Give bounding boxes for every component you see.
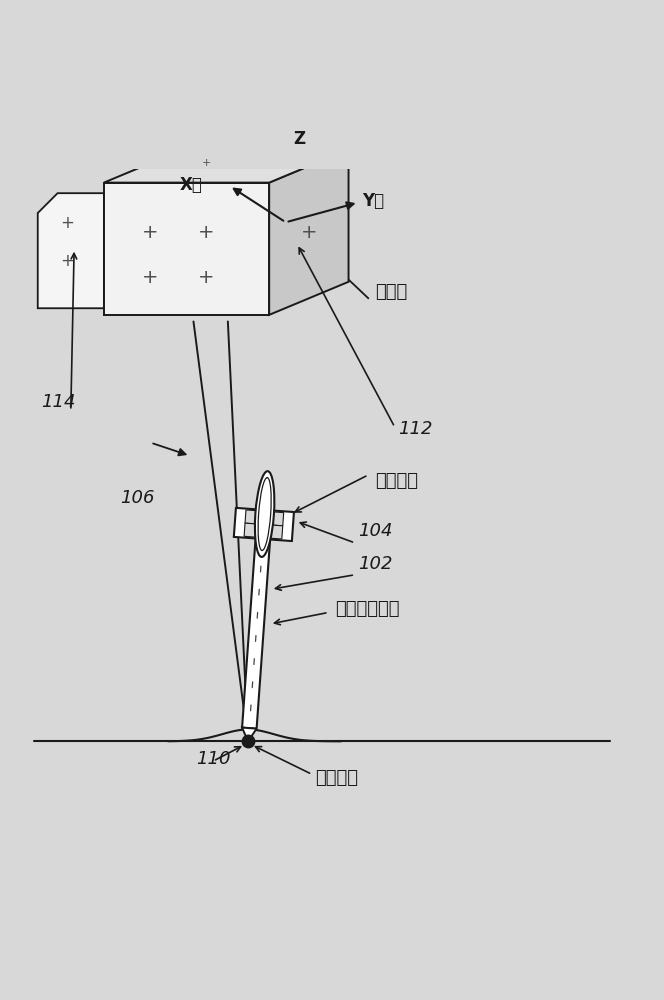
Text: +: + xyxy=(60,214,74,232)
Ellipse shape xyxy=(255,471,274,557)
Text: 110: 110 xyxy=(197,750,231,768)
Text: Z: Z xyxy=(293,130,306,148)
Polygon shape xyxy=(269,150,349,315)
Text: 114: 114 xyxy=(41,393,76,411)
Text: 106: 106 xyxy=(120,489,155,507)
Text: 112: 112 xyxy=(398,420,433,438)
Text: +: + xyxy=(301,223,317,242)
Text: +: + xyxy=(198,223,214,242)
Polygon shape xyxy=(242,496,273,729)
Polygon shape xyxy=(242,728,256,741)
Text: +: + xyxy=(142,268,159,287)
Text: +: + xyxy=(142,223,159,242)
Text: +: + xyxy=(201,158,210,168)
Text: X东: X东 xyxy=(180,176,203,194)
Text: 102: 102 xyxy=(359,555,393,573)
Polygon shape xyxy=(38,193,104,308)
Text: Y北: Y北 xyxy=(362,192,384,210)
Text: 定向校正矢量: 定向校正矢量 xyxy=(335,600,400,618)
Text: 104: 104 xyxy=(359,522,393,540)
Text: 测量位置: 测量位置 xyxy=(375,472,418,490)
Polygon shape xyxy=(244,523,283,539)
Polygon shape xyxy=(104,150,349,183)
Polygon shape xyxy=(104,183,269,315)
Text: 参照点: 参照点 xyxy=(375,283,407,301)
Text: 受关注点: 受关注点 xyxy=(315,769,359,787)
Polygon shape xyxy=(234,508,294,541)
Text: +: + xyxy=(60,252,74,270)
Text: +: + xyxy=(198,268,214,287)
Polygon shape xyxy=(245,510,284,526)
